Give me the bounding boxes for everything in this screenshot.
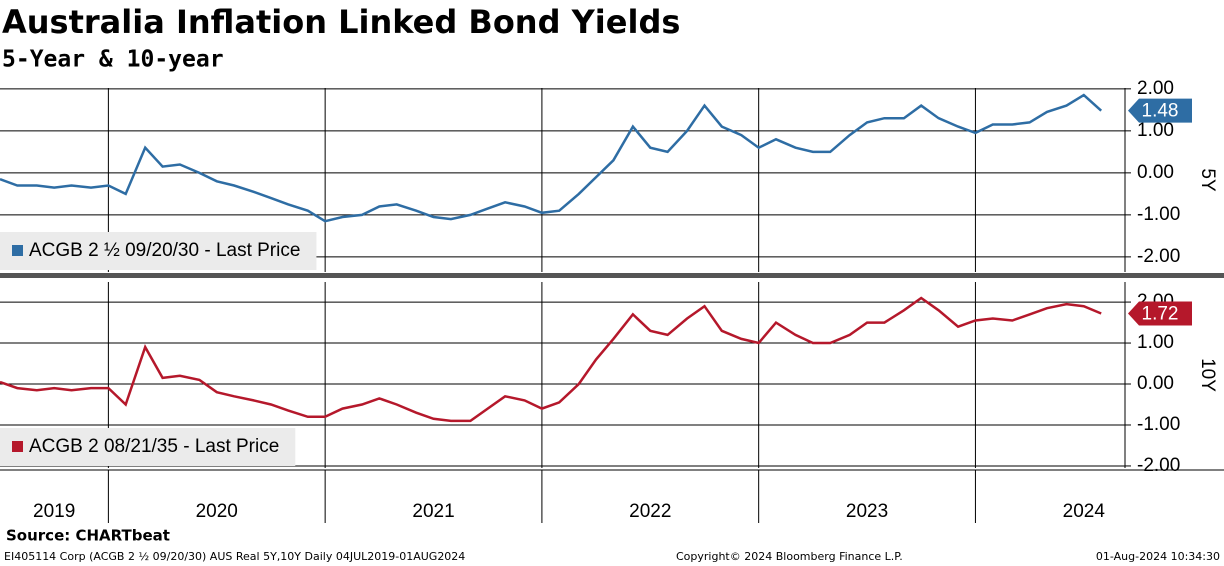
y-axis-label: 5Y xyxy=(1197,168,1218,192)
y-tick-label: -2.00 xyxy=(1137,246,1180,267)
data-line xyxy=(0,93,1103,223)
y-tick-label: 1.00 xyxy=(1137,332,1174,353)
last-value-box xyxy=(1128,98,1192,123)
x-tick-label: 2019 xyxy=(33,501,75,522)
footer-description: EI405114 Corp (ACGB 2 ½ 09/20/30) AUS Re… xyxy=(4,550,465,563)
legend-label: ACGB 2 08/21/35 - Last Price xyxy=(29,436,279,457)
y-tick-label: -1.00 xyxy=(1137,414,1180,435)
source: Source: CHARTbeat xyxy=(6,527,170,545)
copyright: Copyright© 2024 Bloomberg Finance L.P. xyxy=(676,550,903,563)
x-tick-label: 2022 xyxy=(629,501,671,522)
legend-box xyxy=(0,428,296,466)
x-tick-label: 2021 xyxy=(412,501,454,522)
legend-label: ACGB 2 ½ 09/20/30 - Last Price xyxy=(29,240,300,261)
last-value-label: 1.48 xyxy=(1142,101,1179,122)
y-tick-label: 2.00 xyxy=(1137,78,1174,99)
y-tick-label: -2.00 xyxy=(1137,455,1180,476)
x-tick-label: 2023 xyxy=(846,501,888,522)
panel-divider xyxy=(0,273,1224,278)
y-axis-label: 10Y xyxy=(1197,358,1218,392)
legend-box xyxy=(0,232,317,270)
timestamp: 01-Aug-2024 10:34:30 xyxy=(1096,550,1220,563)
data-line xyxy=(0,296,1102,423)
legend-swatch xyxy=(12,441,23,452)
last-value-label: 1.72 xyxy=(1142,304,1179,325)
chart-title: Australia Inflation Linked Bond Yields xyxy=(2,3,680,41)
chart-subtitle: 5-Year & 10-year xyxy=(2,47,224,73)
x-tick-label: 2024 xyxy=(1063,501,1106,522)
y-tick-label: 0.00 xyxy=(1137,162,1174,183)
y-tick-label: -1.00 xyxy=(1137,204,1180,225)
y-tick-label: 1.00 xyxy=(1137,120,1174,141)
x-tick-label: 2020 xyxy=(196,501,238,522)
legend-swatch xyxy=(12,245,23,256)
last-value-box xyxy=(1128,301,1192,326)
y-tick-label: 0.00 xyxy=(1137,373,1174,394)
